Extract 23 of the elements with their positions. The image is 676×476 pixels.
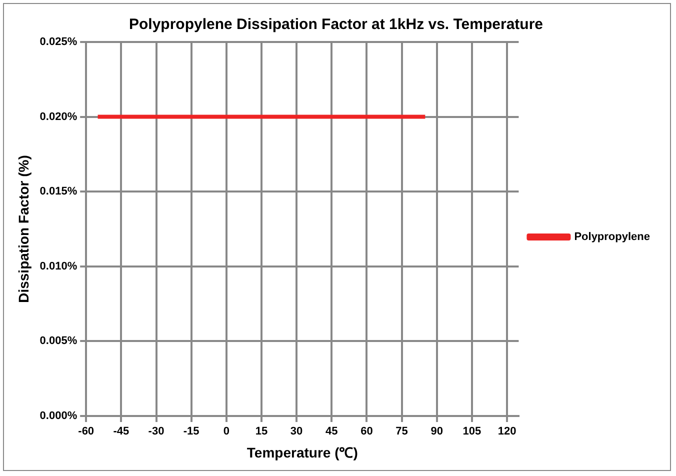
x-tick-label: 90 bbox=[430, 426, 443, 438]
x-tick-label: -30 bbox=[148, 426, 164, 438]
x-tick-label: 45 bbox=[326, 426, 338, 438]
x-tick-label: 105 bbox=[462, 426, 482, 438]
x-tick-label: 0 bbox=[223, 426, 230, 438]
x-tick-label: 30 bbox=[290, 426, 303, 438]
y-tick-label: 0.025% bbox=[40, 36, 78, 48]
y-tick-label: 0.015% bbox=[40, 186, 78, 198]
x-tick-label: -45 bbox=[113, 426, 130, 438]
x-tick-label: -15 bbox=[183, 426, 200, 438]
y-tick-label: 0.010% bbox=[40, 260, 78, 272]
x-tick-label: 75 bbox=[396, 426, 408, 438]
y-axis-title: Dissipation Factor (%) bbox=[15, 155, 32, 303]
x-tick-label: -60 bbox=[78, 426, 94, 438]
x-tick-label: 120 bbox=[498, 426, 516, 438]
y-tick-label: 0.005% bbox=[40, 335, 78, 348]
x-axis-title: Temperature (℃) bbox=[246, 444, 358, 460]
chart-title: Polypropylene Dissipation Factor at 1kHz vs. Temperature bbox=[128, 16, 544, 34]
y-tick-label: 0.000% bbox=[40, 410, 78, 422]
x-tick-label: 60 bbox=[360, 426, 373, 438]
y-tick-label: 0.020% bbox=[40, 110, 78, 123]
x-tick-label: 15 bbox=[255, 426, 268, 438]
legend-label: Polypropylene bbox=[574, 231, 650, 244]
